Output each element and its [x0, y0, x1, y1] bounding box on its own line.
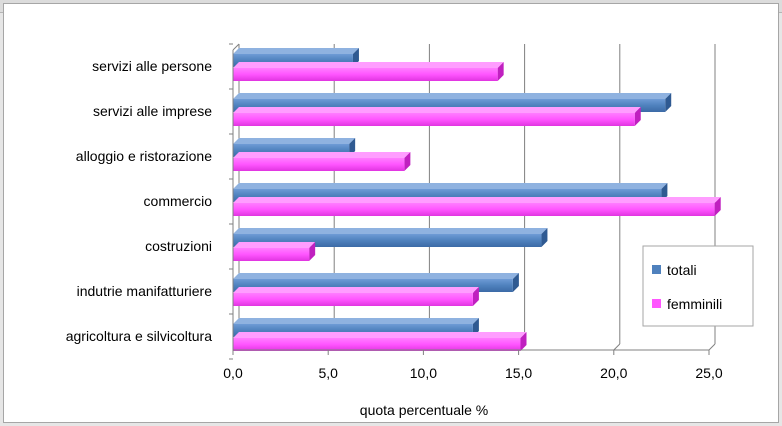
legend-swatch-totali [652, 265, 661, 274]
bars-group [233, 48, 721, 351]
bar-femminili-alloggio-e-ristorazione [233, 152, 411, 171]
legend: totali femminili [642, 245, 754, 327]
category-label-commercio: commercio [144, 193, 213, 209]
category-label-indutrie-manifatturiere: indutrie manifatturiere [77, 283, 213, 299]
legend-swatch-femminili [652, 299, 661, 308]
bar-femminili-commercio [233, 197, 721, 216]
legend-label-femminili: femminili [667, 296, 722, 312]
category-label-alloggio-e-ristorazione: alloggio e ristorazione [76, 148, 212, 164]
bar-femminili-servizi-alle-persone [233, 62, 504, 81]
category-label-agricoltura-e-silvicoltura: agricoltura e silvicoltura [66, 328, 212, 344]
labels-group: 0,0 5,0 10,0 15,0 20,0 25,0 servizi alle perso… [66, 58, 723, 381]
category-label-servizi-alle-persone: servizi alle persone [92, 58, 212, 74]
x-tick-label: 20,0 [600, 365, 627, 381]
bar-femminili-servizi-alle-imprese [233, 107, 641, 126]
x-tick-label: 0,0 [223, 365, 243, 381]
category-label-servizi-alle-imprese: servizi alle imprese [93, 103, 212, 119]
y-axis-top-edge [232, 43, 240, 51]
category-label-costruzioni: costruzioni [145, 238, 212, 254]
gridline-floor [613, 343, 621, 351]
x-tick-label: 5,0 [318, 365, 338, 381]
x-tick-label: 10,0 [410, 365, 437, 381]
x-axis-title: quota percentuale % [360, 402, 488, 418]
bar-femminili-costruzioni [233, 242, 316, 261]
gridline-floor [708, 343, 716, 351]
bar-femminili-indutrie-manifatturiere [233, 287, 479, 306]
x-tick-label: 15,0 [505, 365, 532, 381]
axes-group [229, 43, 710, 360]
legend-label-totali: totali [667, 262, 697, 278]
x-tick-label: 25,0 [695, 365, 722, 381]
legend-box [642, 245, 754, 327]
bar-femminili-agricoltura-e-silvicoltura [233, 332, 527, 351]
